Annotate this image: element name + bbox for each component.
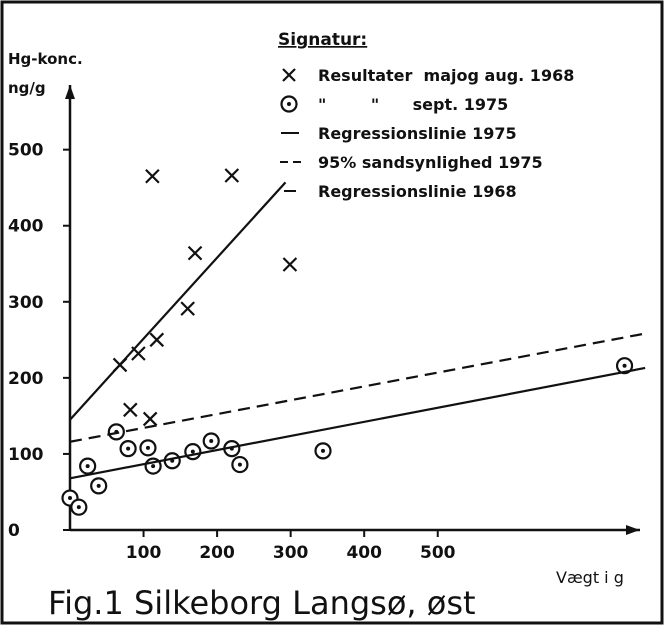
x-marker [180,301,195,316]
x-tick-label: 200 [199,543,235,563]
circle-marker [184,443,202,461]
circle-marker [615,357,634,375]
y-tick-label: 200 [8,369,44,389]
y-tick-label: 300 [8,293,44,313]
x-marker [145,169,160,184]
circle-dot [151,464,156,469]
circle-dot [190,449,195,454]
x-marker [224,168,240,183]
circle-dot [287,102,291,106]
circle-dot [85,464,90,469]
circle-dot [321,448,326,453]
chart-title: Fig.1 Silkeborg Langsø, øst [48,584,476,622]
circle-marker [231,455,249,474]
circle-dot [145,445,150,450]
circle-marker [280,95,298,113]
circle-dot [68,496,72,501]
circle-dot [237,462,242,467]
y-tick-label: 500 [8,141,44,161]
y-tick-label: 400 [8,217,44,237]
circle-dot [126,446,131,451]
x-tick-label: 300 [273,543,309,563]
x-marker [282,257,298,272]
circle-marker [139,439,157,457]
circle-marker [79,457,97,475]
x-marker [149,332,165,348]
circle-marker [314,442,332,460]
x-marker [123,402,138,418]
regression-line [69,331,649,443]
legend-label: Resultater majog aug. 1968 [318,66,574,85]
y-label: Hg-konc. [8,50,83,68]
x-tick-label: 100 [126,543,162,563]
circle-dot [209,439,214,443]
circle-marker [202,432,220,450]
circle-dot [622,363,627,368]
x-marker [187,245,203,261]
circle-dot [76,505,81,510]
x-marker [282,68,296,82]
regression-line [69,366,646,480]
x-label: Vægt i g [556,568,624,587]
legend-label: Regressionslinie 1975 [318,124,517,143]
circle-marker [119,440,137,458]
x-arrow [626,525,640,535]
circle-marker [70,498,88,516]
x-tick-label: 400 [346,543,382,563]
circle-marker [107,423,125,441]
legend-label: 95% sandsynlighed 1975 [318,153,543,172]
regression-line [69,181,287,421]
x-marker [142,411,158,427]
legend-label: Regressionslinie 1968 [318,182,517,201]
legend-title: Signatur: [278,30,367,50]
circle-dot [96,483,101,488]
legend-label: " " sept. 1975 [318,95,508,114]
x-tick-label: 500 [420,543,456,563]
y-tick-label: 100 [8,445,44,465]
y-arrow [65,85,75,99]
circle-marker [90,477,108,495]
y-tick-label: 0 [8,521,20,541]
y-unit: ng/g [8,79,46,97]
